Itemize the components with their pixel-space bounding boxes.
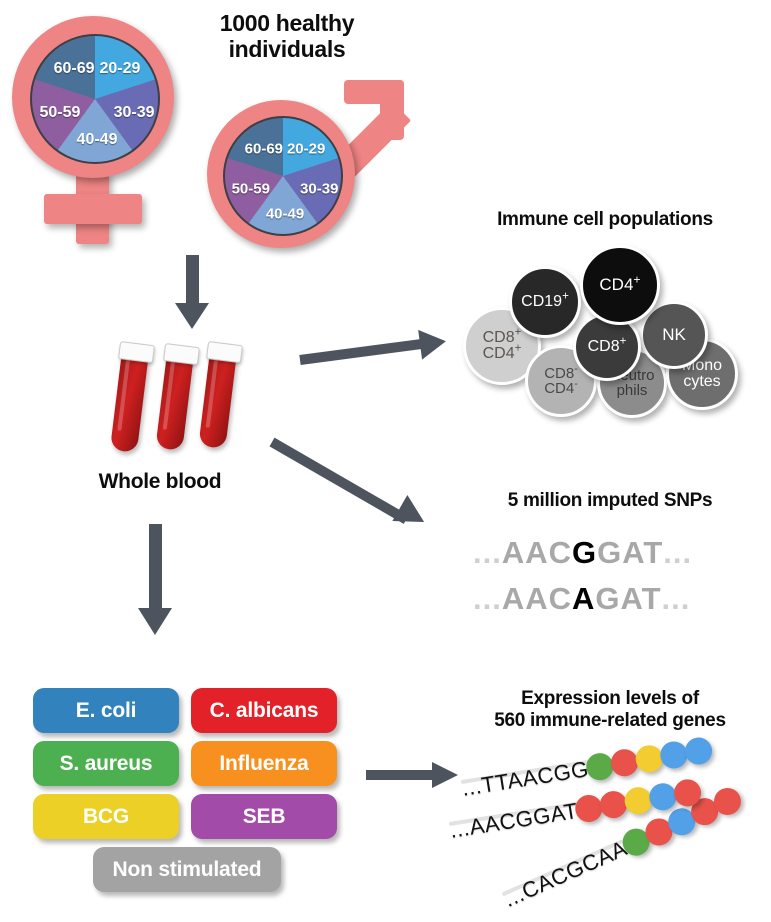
pie-slice-label: 20-29: [99, 60, 141, 78]
gene-bead: [683, 735, 715, 767]
stimulation-pill-bcg[interactable]: BCG: [33, 794, 179, 839]
immune-cell-label: NK: [662, 325, 686, 345]
snps-title: 5 million imputed SNPs: [507, 490, 713, 511]
stimulation-pill-label: E. coli: [75, 698, 137, 722]
immune-cell-label: CD19+: [521, 290, 569, 310]
immune-cell-label: CD8- CD4-: [544, 362, 578, 397]
blood-tube-body: [198, 350, 237, 449]
gene-strand-sequence: ...CACGCAA: [499, 834, 631, 912]
immune-cell-cd4: CD4+: [580, 245, 660, 325]
blood-tube-shine: [163, 360, 175, 430]
blood-tube-shine: [206, 358, 218, 428]
stimulation-pill-label: Non stimulated: [112, 857, 262, 881]
pie-slice-label: 30-39: [300, 180, 339, 198]
whole-blood-label: Whole blood: [98, 470, 222, 493]
pie-slice-label: 20-29: [286, 140, 326, 158]
stimulation-pill-c-albicans[interactable]: C. albicans: [191, 688, 337, 733]
stimulation-pill-label: BCG: [82, 804, 130, 828]
blood-tube-shine: [117, 358, 130, 431]
blood-tube-body: [109, 350, 149, 453]
immune-cell-label: CD8+ CD4+: [482, 326, 522, 362]
snp-variant-base: G: [572, 535, 598, 570]
blood-tube: [109, 341, 155, 453]
snp-prefix: ...: [473, 535, 502, 570]
whole-blood-tubes: [108, 338, 268, 458]
snp-flank-right: GAT: [597, 535, 664, 570]
pie-slice-label: 60-69: [244, 140, 284, 158]
gene-strand-sequence: ...TTAACGG: [459, 755, 591, 801]
male-gender-symbol: 20-29 30-39 40-49 50-59 60-69: [205, 78, 420, 248]
stimulation-conditions: E. coli C. albicans S. aureus Influenza BCG S…: [33, 688, 343, 898]
blood-tube: [198, 341, 243, 449]
expression-title: Expression levels of 560 immune-related …: [494, 688, 726, 731]
pie-slice-label: 40-49: [265, 205, 305, 223]
stimulation-pill-e-coli[interactable]: E. coli: [33, 688, 179, 733]
pie-slice-label: 60-69: [53, 60, 95, 78]
snp-suffix: ...: [661, 581, 691, 616]
female-symbol-crossbar: [44, 194, 142, 224]
pie-slice-label: 40-49: [76, 131, 118, 148]
immune-populations-title: Immune cell populations: [497, 209, 713, 230]
pie-slice-label: 50-59: [39, 104, 81, 122]
stimulation-pill-influenza[interactable]: Influenza: [191, 741, 337, 786]
snp-prefix: ...: [473, 581, 502, 616]
immune-cell-label: CD8+: [587, 335, 627, 355]
male-symbol-arrow-head-vert: [380, 80, 404, 140]
stimulation-pill-label: SEB: [242, 804, 286, 828]
immune-cell-cd8-cd4: CD8- CD4-: [525, 345, 597, 417]
snp-variant-base: A: [572, 581, 596, 616]
blood-tube-body: [155, 352, 194, 451]
stimulation-pill-s-aureus[interactable]: S. aureus: [33, 741, 179, 786]
female-age-pie-chart: 20-29 30-39 40-49 50-59 60-69: [30, 34, 160, 164]
gene-strand-sequence: ...AACGGAT: [447, 797, 580, 843]
pie-slice-label: 30-39: [113, 104, 155, 122]
stimulation-pill-seb[interactable]: SEB: [191, 794, 337, 839]
stimulation-pill-non-stimulated[interactable]: Non stimulated: [93, 847, 281, 892]
immune-cell-cd19: CD19+: [509, 266, 581, 338]
immune-cell-nk: NK: [640, 301, 708, 369]
snp-sequence-row: ...AACGGAT...: [473, 535, 692, 571]
gene-expression-strands: ...TTAACGG ...AACGGAT ...CACGCAA: [447, 735, 771, 912]
immune-cell-cluster: CD8+ CD4+ CD8- CD4- Neutro phils Mono cytes NK CD…: [463, 243, 753, 418]
snp-flank-left: AAC: [501, 535, 573, 570]
snp-suffix: ...: [663, 535, 693, 570]
snp-sequence-row: ...AACAGAT...: [473, 581, 690, 617]
gene-strand-beads: [584, 735, 715, 783]
pie-slice-label: 50-59: [231, 180, 270, 198]
male-age-pie-chart: 20-29 30-39 40-49 50-59 60-69: [223, 116, 343, 236]
blood-tube: [155, 343, 200, 451]
stimulation-pill-label: S. aureus: [59, 751, 153, 775]
stimulation-pill-label: Influenza: [219, 751, 309, 775]
snp-flank-right: GAT: [595, 581, 662, 616]
gene-bead: [672, 777, 704, 809]
snp-sequence-block: ...AACGGAT... ...AACAGAT...: [465, 535, 755, 625]
stimulation-pill-label: C. albicans: [209, 698, 319, 722]
snp-flank-left: AAC: [501, 581, 573, 616]
immune-cell-cd8: CD8+: [573, 313, 641, 381]
female-gender-symbol: 20-29 30-39 40-49 50-59 60-69: [8, 12, 178, 244]
immune-cell-label: CD4+: [599, 272, 641, 295]
cohort-title: 1000 healthy individuals: [219, 10, 355, 63]
